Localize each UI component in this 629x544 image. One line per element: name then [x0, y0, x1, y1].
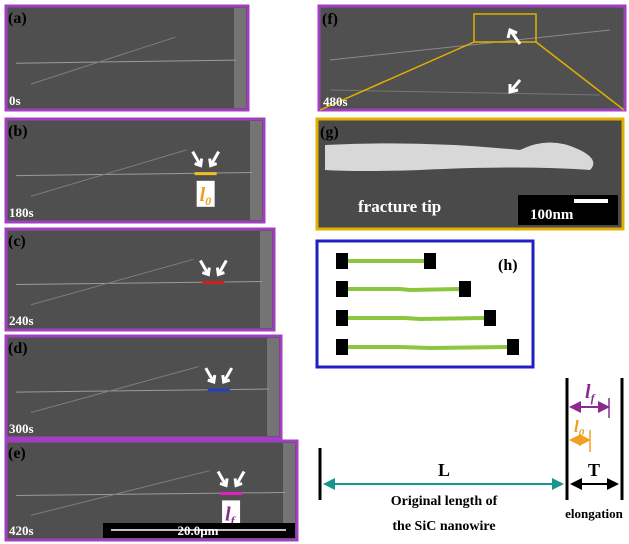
panel: (a) 0s	[6, 6, 248, 110]
panel-label: (a)	[8, 10, 27, 27]
sem-image	[6, 119, 264, 222]
electrode	[250, 121, 262, 220]
schematic: lf l0 L T Original length of the SiC nan…	[320, 378, 624, 534]
l0-label: l0	[574, 417, 585, 439]
panel-f: (f) 480s	[319, 6, 625, 110]
panel-label: (f)	[322, 11, 338, 28]
panel-g: fracture tip 100nm (g)	[317, 119, 623, 229]
scale-bar-label: 100nm	[530, 207, 574, 223]
lf-sub: f	[591, 391, 596, 405]
time-label: 300s	[9, 421, 34, 436]
electrode	[267, 338, 279, 436]
panel-label: (e)	[8, 445, 26, 462]
panel-label: (c)	[8, 233, 26, 250]
panel: (c) 240s	[6, 229, 274, 330]
caption-line: Original length of	[391, 494, 498, 509]
scale-bar-label: 20.0μm	[178, 523, 219, 538]
sem-image	[6, 6, 248, 110]
marker-sub: 0	[205, 194, 211, 208]
panel: (d) 300s	[6, 336, 281, 438]
sem-image	[6, 336, 281, 438]
l0-sub: 0	[579, 427, 585, 439]
panel-label: (h)	[498, 257, 518, 274]
time-label: 0s	[9, 93, 21, 108]
panel-h: (h)	[317, 241, 533, 367]
time-label: 240s	[9, 313, 34, 328]
caption: fracture tip	[358, 197, 441, 216]
time-label: 420s	[9, 523, 34, 538]
time-label: 180s	[9, 205, 34, 220]
caption-line: the SiC nanowire	[392, 519, 495, 534]
panel-label: (d)	[8, 340, 28, 357]
panel-label: (b)	[8, 123, 28, 140]
time-label: 480s	[323, 94, 348, 109]
T-label: T	[588, 460, 600, 480]
sem-image	[6, 229, 274, 330]
L-label: L	[438, 460, 450, 480]
electrode	[260, 231, 272, 328]
lf-label: lf	[585, 381, 596, 405]
panel-label: (g)	[320, 124, 339, 141]
electrode	[234, 8, 246, 108]
elongation-label: elongation	[565, 506, 624, 521]
figure: (f) 480s fracture tip 100nm (g) (h)	[0, 0, 629, 544]
